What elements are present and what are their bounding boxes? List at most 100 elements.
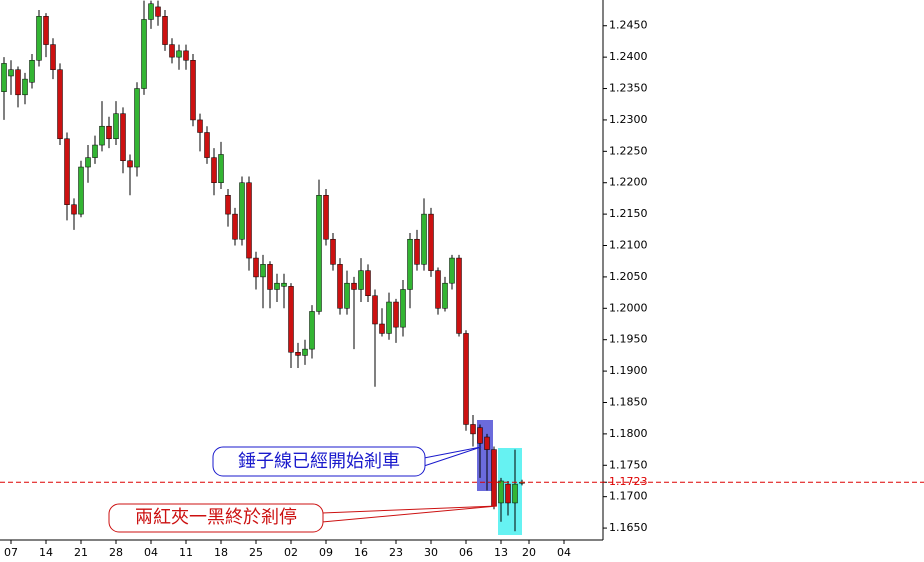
candle-body [470,424,476,435]
candle-body [281,282,287,287]
pointer [423,446,482,459]
candle-body [393,301,399,328]
candle-body [505,483,511,504]
candle-body [106,125,112,140]
y-tick-label: 1.2050 [609,270,648,283]
candle-body [407,238,413,290]
x-tick-label: 11 [179,546,193,559]
candle-body [204,132,210,158]
candle-body [225,195,231,215]
candle-body [274,282,280,290]
annotation-text: 錘子線已經開始剎車 [238,451,400,472]
x-tick-label: 30 [424,546,438,559]
x-tick-label: 02 [284,546,298,559]
x-tick-label: 21 [74,546,88,559]
candle-body [337,264,343,309]
candle-body [148,3,154,20]
y-tick-label: 1.2350 [609,82,648,95]
candle-body [127,160,133,168]
x-tick-label: 07 [4,546,18,559]
candle-body [155,6,161,17]
annotation-red: 兩紅夾一黑終於剎停 [108,503,498,533]
candle-body [323,195,329,240]
annotation-blue: 錘子線已經開始剎車 [212,446,482,477]
candle-body [351,282,357,290]
candle-body [71,204,77,215]
pointer [423,446,482,467]
y-tick-label: 1.2000 [609,301,648,314]
x-tick-label: 09 [319,546,333,559]
candle-body [183,50,189,61]
y-tick-label: 1.2250 [609,144,648,157]
callout-box [212,446,426,477]
candle-body [400,289,406,328]
candle-body [449,257,455,284]
candle-body [211,157,217,183]
x-tick-label: 14 [39,546,53,559]
candle-body [190,60,196,121]
x-tick-label: 04 [557,546,571,559]
candle-body [1,63,7,92]
candle-body [316,195,322,312]
candle-body [29,60,35,83]
y-tick-label: 1.1800 [609,427,648,440]
candle-body [344,282,350,309]
candle-body [386,301,392,334]
y-tick-label: 1.1750 [609,458,648,471]
candle-body [428,213,434,271]
candle-body [64,138,70,205]
pointer [321,505,498,523]
candle-body [134,88,140,168]
y-tick-label: 1.2400 [609,50,648,63]
candle-body [365,270,371,296]
candle-body [302,348,308,356]
y-tick-label: 1.2150 [609,207,648,220]
candle-body [288,286,294,353]
candle-body [477,427,483,444]
x-tick-label: 04 [144,546,158,559]
candle-body [358,270,364,290]
x-tick-label: 20 [522,546,536,559]
x-tick-label: 16 [354,546,368,559]
y-tick-label: 1.2200 [609,176,648,189]
candle-body [267,264,273,290]
candle-body [309,311,315,350]
candle-body [379,323,385,334]
candle-body [197,119,203,133]
candle-body [253,257,259,278]
y-tick-label: 1.1700 [609,490,648,503]
candle-body [36,16,42,61]
candle-body [498,480,504,504]
x-tick-label: 06 [459,546,473,559]
candle-body [78,166,84,215]
candle-body [512,483,518,504]
y-tick-label: 1.2450 [609,19,648,32]
candle-body [85,157,91,168]
candle-body [246,182,252,259]
candle-body [456,257,462,334]
candle-body [239,182,245,240]
annotation-text: 兩紅夾一黑終於剎停 [135,507,297,528]
candle-body [463,333,469,425]
x-tick-label: 18 [214,546,228,559]
candle-body [43,16,49,45]
candle-body [491,449,497,507]
candle-body [113,113,119,140]
candle-body [22,78,28,96]
x-tick-label: 28 [109,546,123,559]
candle-body [92,144,98,158]
y-tick-label: 1.1850 [609,395,648,408]
candle-body [260,264,266,278]
candle-body [330,238,336,265]
pointer [321,505,498,514]
candle-body [218,154,224,183]
candle-body [169,44,175,58]
y-tick-label: 1.1950 [609,333,648,346]
y-tick-label: 1.1650 [609,521,648,534]
candle-body [414,238,420,265]
candle-body [435,270,441,309]
candle-body [162,16,168,45]
candle-body [99,125,105,146]
candle-body [442,282,448,309]
